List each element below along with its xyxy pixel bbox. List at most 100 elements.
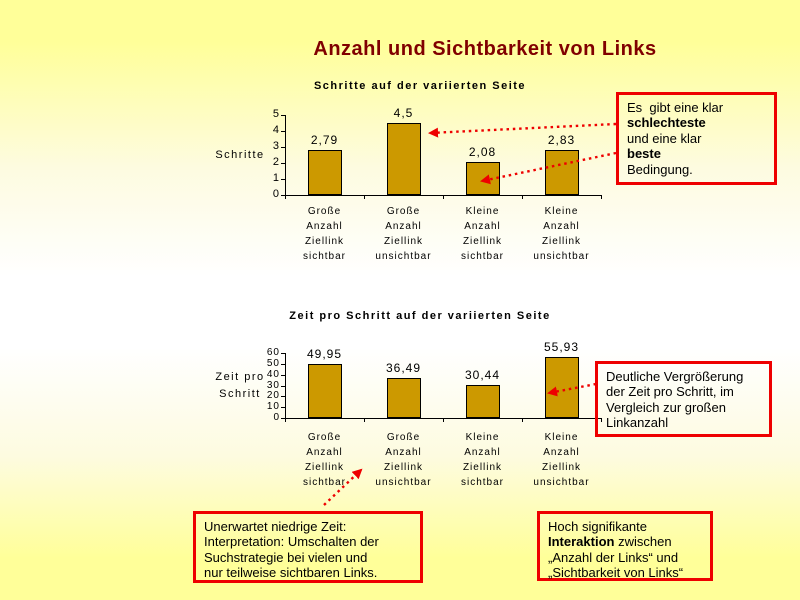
callout-bold-text: beste [627, 146, 661, 162]
callout-line: Vergleich zur großen [606, 400, 761, 415]
category-label: Kleine Anzahl Ziellink sichtbar [435, 430, 530, 490]
bar-value-label: 36,49 [385, 361, 422, 376]
callout-line: der Zeit pro Schritt, im [606, 384, 761, 399]
category-line: Ziellink [462, 236, 503, 247]
y-tick-mark [281, 418, 285, 419]
y-axis-title: Schritte [210, 147, 270, 164]
category-line: Ziellink [304, 462, 345, 473]
callout-unexpected-low-time: Unerwartet niedrige Zeit: Interpretation:… [193, 511, 423, 583]
y-tick-label: 50 [266, 357, 280, 369]
category-label: Kleine Anzahl Ziellink unsichtbar [514, 204, 609, 264]
y-tick-label: 20 [266, 390, 280, 402]
callout-line: schlechteste [627, 115, 766, 130]
category-line: Kleine [465, 432, 500, 443]
category-line: Ziellink [383, 462, 424, 473]
bar [465, 161, 500, 195]
callout-line: Hoch signifikante [548, 519, 702, 534]
callout-text: der Zeit pro Schritt, im [606, 384, 734, 400]
bar-value-label: 2,08 [468, 144, 497, 159]
category-label: Große Anzahl Ziellink sichtbar [277, 204, 372, 264]
callout-line: Unerwartet niedrige Zeit: [204, 519, 412, 534]
y-tick-mark [281, 353, 285, 354]
slide-title: Anzahl und Sichtbarkeit von Links [313, 38, 657, 60]
y-tick-label: 0 [273, 412, 280, 423]
category-label: Kleine Anzahl Ziellink unsichtbar [514, 430, 609, 490]
category-line: Ziellink [304, 236, 345, 247]
bar-value-label: 49,95 [306, 346, 343, 361]
bar [544, 149, 579, 195]
category-line: Große [307, 206, 342, 217]
callout-text: und eine klar [627, 130, 702, 146]
bar [386, 378, 421, 418]
category-line: Anzahl [543, 221, 580, 232]
y-axis-title: Zeit pro Schritt [210, 369, 270, 403]
steps-bar-chart: Schritte auf der variierten Seite 0 1 2 3 4 5… [170, 78, 640, 273]
category-line: sichtbar [302, 251, 346, 262]
y-tick-label: 1 [272, 172, 280, 184]
time-per-step-bar-chart: Zeit pro Schritt auf der variierten Seit… [170, 308, 640, 503]
callout-text: Suchstrategie bei vielen und [204, 549, 368, 565]
category-line: Große [386, 206, 421, 217]
y-tick-label: 3 [272, 140, 280, 152]
callout-text: „Sichtbarkeit von Links“ [548, 565, 684, 581]
x-tick-mark [522, 418, 523, 422]
bar [386, 123, 421, 195]
category-line: Ziellink [383, 236, 424, 247]
category-line: Anzahl [464, 447, 501, 458]
y-tick-mark [281, 163, 285, 164]
y-tick-label: 30 [266, 379, 280, 391]
y-tick-label: 2 [272, 156, 280, 168]
category-label: Große Anzahl Ziellink unsichtbar [356, 204, 451, 264]
bar [307, 363, 342, 418]
y-tick-label: 5 [272, 108, 280, 120]
callout-line: nur teilweise sichtbaren Links. [204, 565, 412, 580]
category-line: Anzahl [464, 221, 501, 232]
y-tick-mark [281, 195, 285, 196]
x-tick-mark [364, 195, 365, 199]
y-tick-mark [281, 179, 285, 180]
callout-line: Interaktion zwischen [548, 534, 702, 549]
chart-title: Zeit pro Schritt auf der variierten Seit… [289, 310, 551, 322]
callout-line: und eine klar [627, 131, 766, 146]
category-line: sichtbar [460, 477, 504, 488]
category-line: Anzahl [385, 447, 422, 458]
bar-value-label: 4,5 [393, 106, 414, 120]
category-line: Ziellink [541, 236, 582, 247]
x-tick-mark [285, 195, 286, 199]
callout-text: Es gibt eine klar [627, 100, 724, 115]
y-tick-mark [281, 363, 285, 365]
callout-time-increase: Deutliche Vergrößerung der Zeit pro Schri… [595, 361, 772, 437]
category-line: unsichtbar [375, 477, 432, 488]
y-axis-title-line: Schritt [219, 388, 261, 400]
callout-line: beste [627, 146, 766, 161]
y-tick-mark [281, 385, 285, 387]
callout-bold-text: schlechteste [627, 115, 706, 131]
y-tick-mark [281, 131, 285, 132]
category-line: Anzahl [306, 447, 343, 458]
y-axis-line [285, 353, 286, 418]
y-tick-label: 60 [266, 347, 280, 358]
category-line: Große [386, 432, 421, 443]
callout-line: „Anzahl der Links“ und [548, 550, 702, 565]
callout-text: nur teilweise sichtbaren Links. [204, 565, 378, 581]
callout-line: Linkanzahl [606, 415, 761, 430]
chart-title: Schritte auf der variierten Seite [313, 80, 527, 92]
category-line: Große [307, 432, 342, 443]
category-line: unsichtbar [533, 251, 590, 262]
bar [307, 150, 342, 195]
callout-text: Unerwartet niedrige Zeit: [204, 519, 347, 534]
callout-line: Interpretation: Umschalten der [204, 534, 412, 549]
y-tick-mark [281, 147, 285, 148]
x-tick-mark [364, 418, 365, 422]
bar-value-label: 30,44 [464, 368, 501, 383]
bar [465, 385, 500, 418]
y-tick-label: 10 [266, 401, 280, 413]
x-tick-mark [601, 418, 602, 422]
y-tick-mark [281, 374, 285, 376]
y-tick-label: 40 [266, 368, 280, 380]
category-line: Anzahl [306, 221, 343, 232]
y-tick-mark [281, 115, 285, 116]
category-label: Kleine Anzahl Ziellink sichtbar [435, 204, 530, 264]
callout-worst-best-condition: Es gibt eine klar schlechteste und eine kl… [616, 92, 777, 185]
callout-text: „Anzahl der Links“ und [548, 549, 679, 565]
